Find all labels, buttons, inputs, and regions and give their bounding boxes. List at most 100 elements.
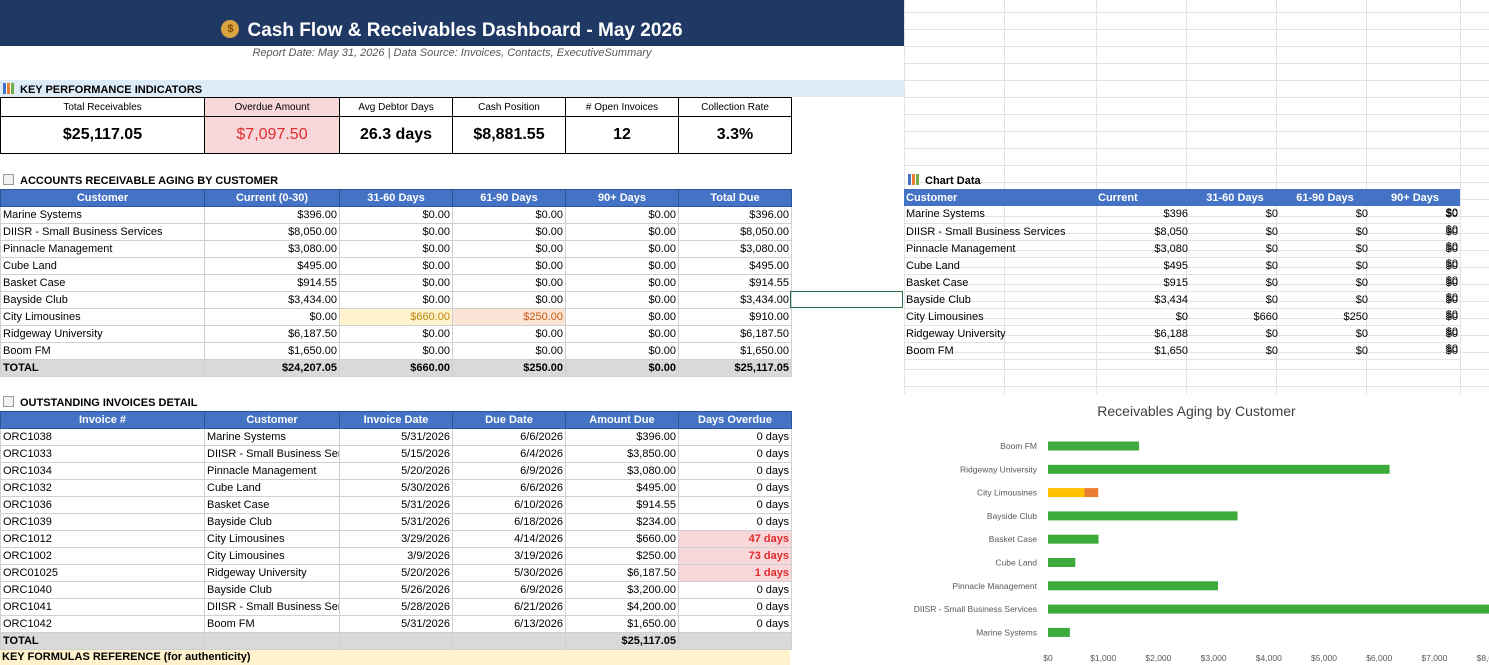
amount-cell[interactable]: $0.00 bbox=[204, 308, 340, 326]
invoice-cell[interactable]: $6,187.50 bbox=[565, 564, 679, 582]
amount-cell[interactable]: $0.00 bbox=[339, 206, 453, 224]
bar-current[interactable] bbox=[1048, 627, 1070, 637]
invoice-cell[interactable]: ORC1038 bbox=[0, 428, 205, 446]
invoice-cell[interactable]: 0 days bbox=[678, 479, 792, 497]
invoice-cell[interactable]: ORC1034 bbox=[0, 462, 205, 480]
invoice-cell[interactable]: 0 days bbox=[678, 496, 792, 514]
customer-cell[interactable]: Cube Land bbox=[0, 257, 205, 275]
invoice-cell[interactable]: City Limousines bbox=[204, 530, 340, 548]
chart-data-cell[interactable]: $0 bbox=[1445, 343, 1458, 355]
chart-data-cell[interactable]: $0 bbox=[1370, 274, 1460, 292]
amount-cell[interactable]: $6,187.50 bbox=[204, 325, 340, 343]
amount-cell[interactable]: $0.00 bbox=[452, 257, 566, 275]
invoice-cell[interactable]: ORC1012 bbox=[0, 530, 205, 548]
invoice-cell[interactable]: 5/30/2026 bbox=[339, 479, 453, 497]
total-cell[interactable] bbox=[204, 632, 340, 650]
amount-cell[interactable]: $0.00 bbox=[339, 257, 453, 275]
amount-cell[interactable]: $914.55 bbox=[204, 274, 340, 292]
chart-data-cell[interactable]: $0 bbox=[1445, 241, 1458, 253]
invoice-cell[interactable]: City Limousines bbox=[204, 547, 340, 565]
amount-cell[interactable]: $0.00 bbox=[452, 342, 566, 360]
invoice-cell[interactable]: 0 days bbox=[678, 615, 792, 633]
total-cell[interactable]: TOTAL bbox=[0, 359, 205, 377]
bar-current[interactable] bbox=[1048, 581, 1219, 591]
chart-data-cell[interactable]: $660 bbox=[1190, 308, 1280, 326]
total-cell[interactable]: $0.00 bbox=[565, 359, 679, 377]
invoice-cell[interactable]: 0 days bbox=[678, 581, 792, 599]
amount-cell[interactable]: $0.00 bbox=[565, 274, 679, 292]
amount-cell[interactable]: $0.00 bbox=[339, 240, 453, 258]
bar-current[interactable] bbox=[1048, 558, 1076, 567]
invoice-cell[interactable]: Basket Case bbox=[204, 496, 340, 514]
amount-cell[interactable]: $0.00 bbox=[339, 274, 453, 292]
bar-current[interactable] bbox=[1048, 604, 1489, 614]
total-cell[interactable] bbox=[678, 632, 792, 650]
amount-cell[interactable]: $0.00 bbox=[565, 342, 679, 360]
total-cell[interactable] bbox=[339, 632, 453, 650]
amount-cell[interactable]: $3,434.00 bbox=[204, 291, 340, 309]
invoice-cell[interactable]: 3/9/2026 bbox=[339, 547, 453, 565]
invoice-cell[interactable]: ORC1042 bbox=[0, 615, 205, 633]
invoice-cell[interactable]: $3,850.00 bbox=[565, 445, 679, 463]
invoice-cell[interactable]: $660.00 bbox=[565, 530, 679, 548]
invoice-cell[interactable]: DIISR - Small Business Serv bbox=[204, 598, 340, 616]
chart-data-cell[interactable]: $0 bbox=[1445, 326, 1458, 338]
chart-data-cell[interactable]: $0 bbox=[1280, 325, 1370, 343]
invoice-cell[interactable]: 6/9/2026 bbox=[452, 581, 566, 599]
invoice-cell[interactable]: 0 days bbox=[678, 513, 792, 531]
invoice-cell[interactable]: $495.00 bbox=[565, 479, 679, 497]
invoice-cell[interactable]: 0 days bbox=[678, 462, 792, 480]
invoice-cell[interactable]: 73 days bbox=[678, 547, 792, 565]
invoice-cell[interactable]: 6/4/2026 bbox=[452, 445, 566, 463]
invoice-cell[interactable]: ORC1033 bbox=[0, 445, 205, 463]
invoice-cell[interactable]: 0 days bbox=[678, 598, 792, 616]
chart-data-cell[interactable]: $0 bbox=[1445, 258, 1458, 270]
invoice-cell[interactable]: Boom FM bbox=[204, 615, 340, 633]
invoice-cell[interactable]: 5/30/2026 bbox=[452, 564, 566, 582]
chart-data-cell[interactable]: $0 bbox=[1370, 240, 1460, 258]
chart-data-cell[interactable]: $0 bbox=[1370, 206, 1460, 224]
total-cell[interactable]: $25,117.05 bbox=[678, 359, 792, 377]
amount-cell[interactable]: $0.00 bbox=[339, 342, 453, 360]
amount-cell[interactable]: $6,187.50 bbox=[678, 325, 792, 343]
invoice-cell[interactable]: 6/6/2026 bbox=[452, 479, 566, 497]
chart-data-cell[interactable]: Boom FM bbox=[904, 342, 1090, 360]
invoice-cell[interactable]: $1,650.00 bbox=[565, 615, 679, 633]
invoice-cell[interactable]: 5/26/2026 bbox=[339, 581, 453, 599]
chart-data-cell[interactable]: $495 bbox=[1090, 257, 1190, 275]
amount-cell[interactable]: $0.00 bbox=[565, 206, 679, 224]
invoice-cell[interactable]: 6/13/2026 bbox=[452, 615, 566, 633]
amount-cell[interactable]: $495.00 bbox=[204, 257, 340, 275]
amount-cell[interactable]: $3,080.00 bbox=[678, 240, 792, 258]
amount-cell[interactable]: $0.00 bbox=[565, 240, 679, 258]
chart-data-cell[interactable]: Ridgeway University bbox=[904, 325, 1090, 343]
chart-data-cell[interactable]: $0 bbox=[1280, 240, 1370, 258]
invoice-cell[interactable]: 5/28/2026 bbox=[339, 598, 453, 616]
bar-current[interactable] bbox=[1048, 534, 1099, 544]
amount-cell[interactable]: $0.00 bbox=[452, 206, 566, 224]
invoice-cell[interactable]: Bayside Club bbox=[204, 581, 340, 599]
chart-data-cell[interactable]: $6,188 bbox=[1090, 325, 1190, 343]
bar-31-60-days[interactable] bbox=[1048, 488, 1085, 498]
chart-data-cell[interactable]: $0 bbox=[1445, 309, 1458, 321]
chart-data-cell[interactable]: City Limousines bbox=[904, 308, 1090, 326]
amount-cell[interactable]: $0.00 bbox=[565, 291, 679, 309]
amount-cell[interactable]: $0.00 bbox=[452, 223, 566, 241]
chart-data-cell[interactable]: $0 bbox=[1280, 206, 1370, 224]
amount-cell[interactable]: $0.00 bbox=[452, 325, 566, 343]
chart-data-cell[interactable]: $250 bbox=[1280, 308, 1370, 326]
invoice-cell[interactable]: 5/20/2026 bbox=[339, 462, 453, 480]
invoice-cell[interactable]: Marine Systems bbox=[204, 428, 340, 446]
chart-data-cell[interactable]: $8,050 bbox=[1090, 223, 1190, 241]
invoice-cell[interactable]: 3/19/2026 bbox=[452, 547, 566, 565]
chart-data-cell[interactable]: $396 bbox=[1090, 206, 1190, 224]
customer-cell[interactable]: Boom FM bbox=[0, 342, 205, 360]
amount-cell[interactable]: $3,080.00 bbox=[204, 240, 340, 258]
invoice-cell[interactable]: $914.55 bbox=[565, 496, 679, 514]
amount-cell[interactable]: $1,650.00 bbox=[678, 342, 792, 360]
chart-data-cell[interactable]: $915 bbox=[1090, 274, 1190, 292]
amount-cell[interactable]: $660.00 bbox=[339, 308, 453, 326]
total-cell[interactable]: TOTAL bbox=[0, 632, 205, 650]
amount-cell[interactable]: $1,650.00 bbox=[204, 342, 340, 360]
invoice-cell[interactable]: Cube Land bbox=[204, 479, 340, 497]
